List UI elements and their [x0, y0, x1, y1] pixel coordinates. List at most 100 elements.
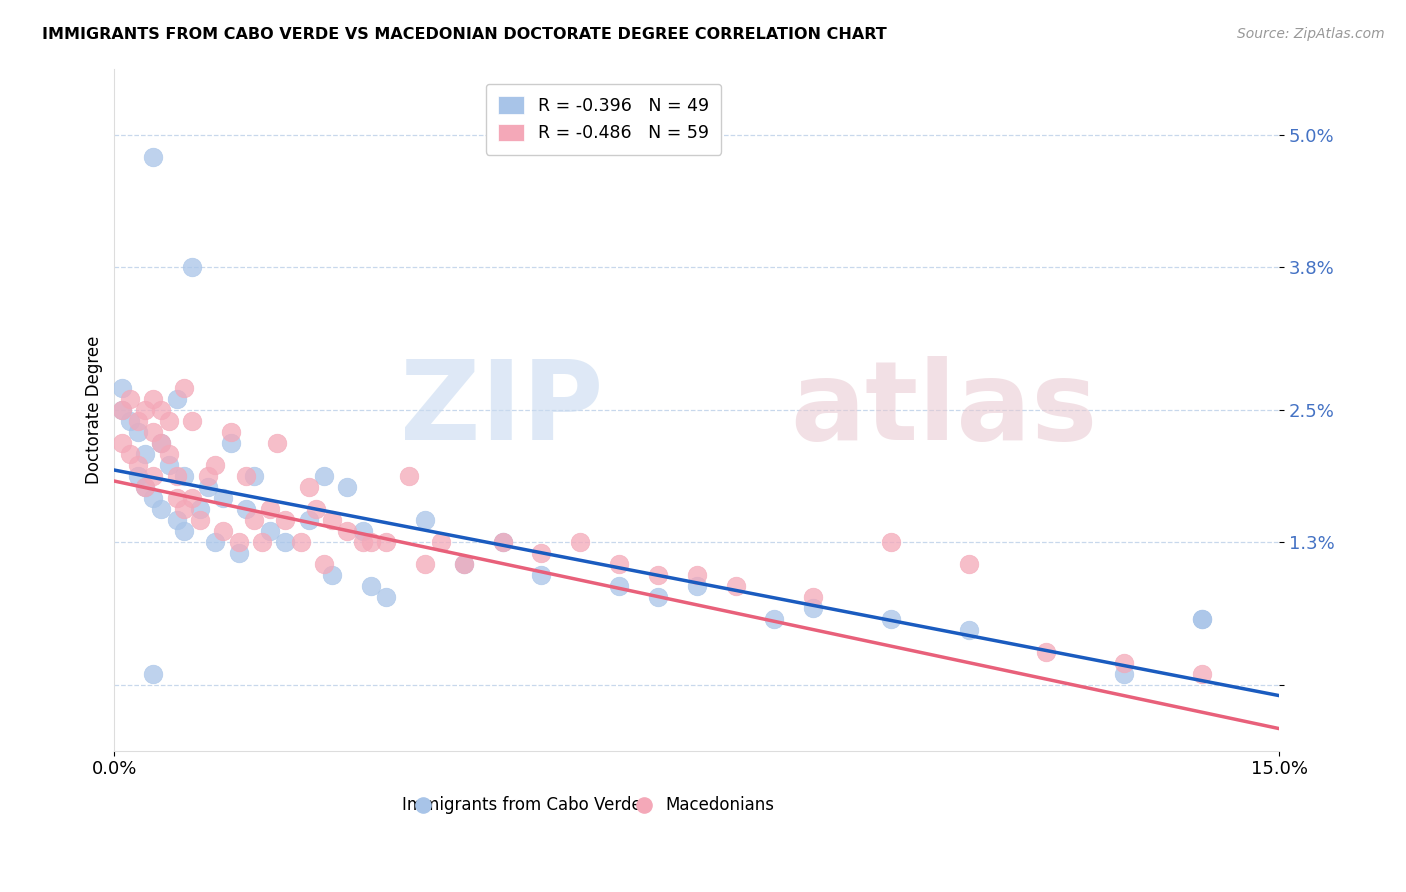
Point — [259, 501, 281, 516]
Point — [173, 468, 195, 483]
Point — [228, 534, 250, 549]
Point — [111, 402, 134, 417]
Point — [127, 425, 149, 439]
Point — [188, 512, 211, 526]
Point — [336, 479, 359, 493]
Point — [297, 479, 319, 493]
Point — [150, 402, 173, 417]
Point — [142, 149, 165, 163]
Point — [801, 590, 824, 604]
Point — [142, 666, 165, 681]
Point — [111, 435, 134, 450]
Point — [1191, 666, 1213, 681]
Point — [157, 458, 180, 472]
Point — [352, 534, 374, 549]
Point — [127, 413, 149, 427]
Text: IMMIGRANTS FROM CABO VERDE VS MACEDONIAN DOCTORATE DEGREE CORRELATION CHART: IMMIGRANTS FROM CABO VERDE VS MACEDONIAN… — [42, 27, 887, 42]
Point — [569, 534, 592, 549]
Point — [957, 557, 980, 571]
Point — [647, 590, 669, 604]
Point — [150, 435, 173, 450]
Point — [204, 458, 226, 472]
Point — [212, 524, 235, 538]
Point — [1112, 666, 1135, 681]
Point — [266, 435, 288, 450]
Point — [336, 524, 359, 538]
Point — [1191, 611, 1213, 625]
Point — [166, 468, 188, 483]
Point — [1112, 656, 1135, 670]
Point — [243, 468, 266, 483]
Point — [157, 446, 180, 460]
Point — [305, 501, 328, 516]
Point — [204, 534, 226, 549]
Point — [166, 491, 188, 505]
Point — [173, 380, 195, 394]
Point — [197, 468, 219, 483]
Text: Immigrants from Cabo Verde: Immigrants from Cabo Verde — [402, 797, 643, 814]
Point — [150, 435, 173, 450]
Point — [647, 567, 669, 582]
Point — [157, 413, 180, 427]
Point — [413, 512, 436, 526]
Point — [375, 534, 398, 549]
Point — [181, 491, 204, 505]
Point — [142, 425, 165, 439]
Point — [763, 611, 786, 625]
Point — [134, 446, 156, 460]
Point — [118, 446, 141, 460]
Legend: R = -0.396   N = 49, R = -0.486   N = 59: R = -0.396 N = 49, R = -0.486 N = 59 — [486, 84, 721, 154]
Point — [801, 600, 824, 615]
Point — [686, 578, 709, 592]
Y-axis label: Doctorate Degree: Doctorate Degree — [86, 335, 103, 483]
Point — [607, 557, 630, 571]
Point — [297, 512, 319, 526]
Point — [957, 623, 980, 637]
Point — [166, 512, 188, 526]
Point — [274, 512, 297, 526]
Point — [259, 524, 281, 538]
Point — [321, 512, 343, 526]
Point — [1191, 611, 1213, 625]
Point — [181, 413, 204, 427]
Point — [321, 567, 343, 582]
Text: Macedonians: Macedonians — [665, 797, 775, 814]
Point — [166, 392, 188, 406]
Point — [530, 567, 553, 582]
Point — [118, 392, 141, 406]
Point — [492, 534, 515, 549]
Point — [352, 524, 374, 538]
Point — [453, 557, 475, 571]
Point — [290, 534, 312, 549]
Point — [398, 468, 420, 483]
Point — [1035, 644, 1057, 658]
Point — [243, 512, 266, 526]
Point — [181, 260, 204, 274]
Point — [274, 534, 297, 549]
Point — [228, 545, 250, 559]
Point — [880, 611, 903, 625]
Point — [219, 425, 242, 439]
Point — [127, 458, 149, 472]
Point — [212, 491, 235, 505]
Point — [134, 479, 156, 493]
Point — [111, 402, 134, 417]
Point — [250, 534, 273, 549]
Point — [142, 491, 165, 505]
Point — [127, 468, 149, 483]
Point — [312, 468, 335, 483]
Point — [219, 435, 242, 450]
Point — [150, 501, 173, 516]
Point — [197, 479, 219, 493]
Point — [686, 567, 709, 582]
Point — [429, 534, 451, 549]
Text: ZIP: ZIP — [401, 356, 603, 463]
Point — [235, 468, 257, 483]
Text: Source: ZipAtlas.com: Source: ZipAtlas.com — [1237, 27, 1385, 41]
Point — [724, 578, 747, 592]
Point — [530, 545, 553, 559]
Point — [142, 392, 165, 406]
Point — [453, 557, 475, 571]
Point — [312, 557, 335, 571]
Point — [142, 468, 165, 483]
